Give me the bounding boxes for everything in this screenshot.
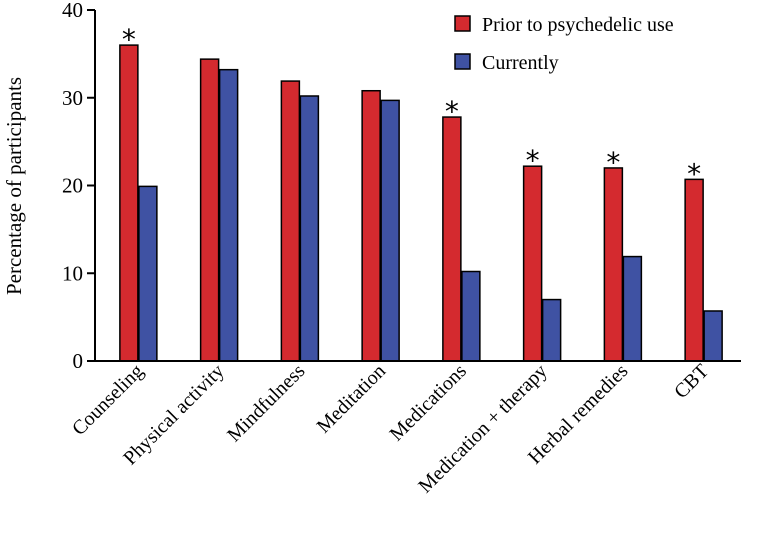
bar-currently-5 bbox=[541, 298, 562, 362]
bar-currently-3 bbox=[380, 99, 400, 362]
x-tick-label-3: Meditation bbox=[313, 360, 391, 438]
bar-prior-1 bbox=[199, 58, 220, 362]
legend-label-currently: Currently bbox=[482, 52, 559, 74]
significance-star-7: * bbox=[687, 157, 701, 190]
bar-prior-4 bbox=[442, 116, 462, 362]
bar-currently-1 bbox=[218, 68, 239, 362]
significance-markers: * * * * * bbox=[122, 23, 701, 190]
y-axis-title: Percentage of participants bbox=[2, 77, 26, 295]
axes bbox=[94, 10, 741, 362]
significance-star-4: * bbox=[445, 95, 459, 128]
legend-swatch-currently bbox=[454, 53, 471, 70]
y-ticks: 0 10 20 30 40 bbox=[62, 0, 95, 373]
significance-star-5: * bbox=[526, 144, 540, 177]
legend-swatch-prior bbox=[454, 15, 471, 32]
bar-prior-0 bbox=[119, 44, 139, 362]
significance-star-0: * bbox=[122, 23, 136, 56]
y-tick-label-4: 40 bbox=[62, 0, 83, 22]
x-tick-label-4: Medications bbox=[385, 360, 471, 446]
bar-prior-5 bbox=[522, 165, 543, 362]
bar-prior-6 bbox=[603, 167, 624, 362]
bar-currently-6 bbox=[622, 255, 643, 362]
bars-layer bbox=[119, 44, 723, 362]
bar-prior-2 bbox=[280, 80, 301, 362]
bar-prior-7 bbox=[684, 178, 704, 362]
bar-currently-0 bbox=[138, 185, 158, 362]
y-tick-label-0: 0 bbox=[73, 349, 84, 373]
bar-currently-7 bbox=[703, 310, 723, 362]
x-tick-label-7: CBT bbox=[670, 360, 713, 403]
bar-currently-4 bbox=[461, 270, 481, 362]
significance-star-6: * bbox=[606, 146, 620, 179]
bar-prior-3 bbox=[361, 89, 381, 362]
legend: Prior to psychedelic use Currently bbox=[454, 14, 674, 74]
x-tick-label-2: Mindfulness bbox=[223, 360, 309, 446]
legend-label-prior: Prior to psychedelic use bbox=[482, 14, 674, 36]
bar-currently-2 bbox=[299, 95, 320, 362]
y-tick-label-3: 30 bbox=[62, 86, 83, 110]
y-tick-label-1: 10 bbox=[62, 261, 83, 285]
y-tick-label-2: 20 bbox=[62, 174, 83, 198]
